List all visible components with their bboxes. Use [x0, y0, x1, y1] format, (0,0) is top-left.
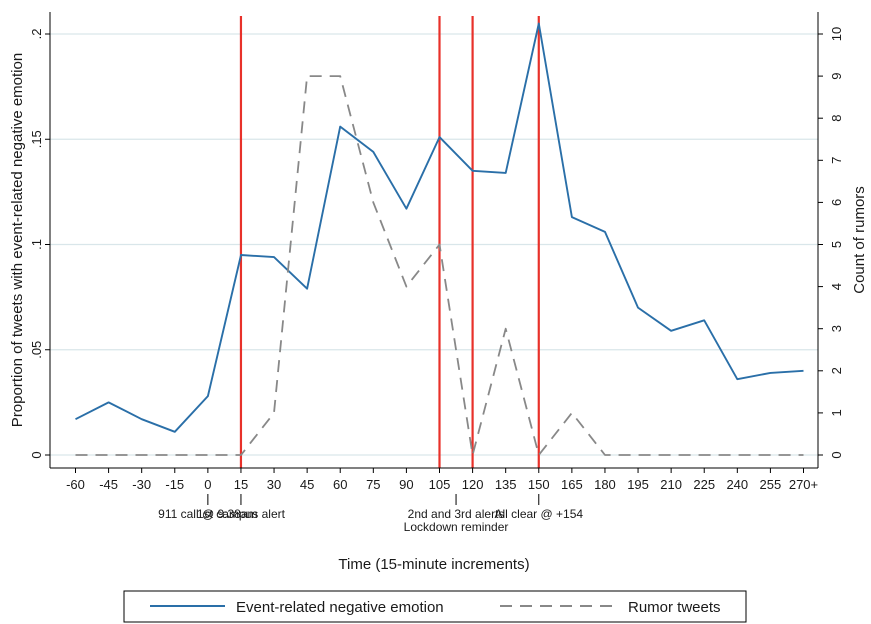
x-tick-label: 45 [300, 477, 314, 492]
x-tick-label: 120 [462, 477, 484, 492]
legend-box [123, 590, 747, 623]
y-right-tick-label: 0 [829, 451, 844, 458]
gridlines [50, 33, 818, 456]
series-line [75, 22, 804, 433]
y-left-tick-label: .1 [29, 239, 44, 250]
x-tick-label: 0 [204, 477, 211, 492]
x-tick-label: 15 [234, 477, 248, 492]
legend-label-rumor: Rumor tweets [628, 599, 721, 616]
x-tick-label: 255 [760, 477, 782, 492]
event-markers [239, 16, 540, 468]
x-tick-label: 90 [399, 477, 413, 492]
annotation-label: Lockdown reminder [404, 520, 509, 534]
x-tick-label: 225 [693, 477, 715, 492]
y-right-tick-label: 5 [829, 241, 844, 248]
y-right-tick-label: 9 [829, 72, 844, 79]
x-tick-label: 240 [726, 477, 748, 492]
y-left-tick-label: 0 [29, 451, 44, 458]
y-right-tick-label: 10 [829, 27, 844, 41]
y-right-tick-label: 3 [829, 325, 844, 332]
y-left-tick-label: .05 [29, 341, 44, 359]
x-tick-label: -45 [99, 477, 118, 492]
y-left-label: Proportion of tweets with event-related … [9, 53, 26, 427]
x-tick-label: -15 [165, 477, 184, 492]
x-tick-label: -30 [132, 477, 151, 492]
legend-label-emotion: Event-related negative emotion [236, 599, 444, 616]
y-right-tick-label: 6 [829, 199, 844, 206]
x-tick-label: 180 [594, 477, 616, 492]
x-tick-label: 270+ [789, 477, 818, 492]
x-tick-label: 135 [495, 477, 517, 492]
x-tick-label: 30 [267, 477, 281, 492]
y-right-label: Count of rumors [851, 186, 868, 294]
y-right-tick-label: 1 [829, 409, 844, 416]
x-tick-label: 210 [660, 477, 682, 492]
series-line [75, 75, 804, 456]
legend: Event-related negative emotion Rumor twe… [123, 590, 747, 623]
x-tick-label: 105 [429, 477, 451, 492]
y-right-tick-label: 4 [829, 283, 844, 290]
x-tick-label: -60 [66, 477, 85, 492]
x-tick-label: 150 [528, 477, 550, 492]
y-right-tick-label: 2 [829, 367, 844, 374]
y-left-tick-label: .2 [29, 29, 44, 40]
x-tick-label: 75 [366, 477, 380, 492]
x-tick-label: 165 [561, 477, 583, 492]
y-right-tick-label: 8 [829, 115, 844, 122]
tick-labels: -60 -45 -30 -15 0 15 30 45 60 75 90 105 120 135 150 165… [29, 27, 844, 492]
x-axis-label: Time (15-minute increments) [338, 556, 529, 573]
annotation-label: 911 call @ 9:38am [158, 507, 257, 521]
annotation-label: 2nd and 3rd alerts [408, 507, 505, 521]
y-right-tick-label: 7 [829, 157, 844, 164]
axes [49, 12, 819, 469]
annotation-label: All clear @ +154 [494, 507, 583, 521]
series-lines [75, 22, 804, 456]
x-tick-label: 60 [333, 477, 347, 492]
x-tick-label: 195 [627, 477, 649, 492]
y-left-tick-label: .15 [29, 130, 44, 148]
annotation-label: 1st campus alert [197, 507, 286, 521]
